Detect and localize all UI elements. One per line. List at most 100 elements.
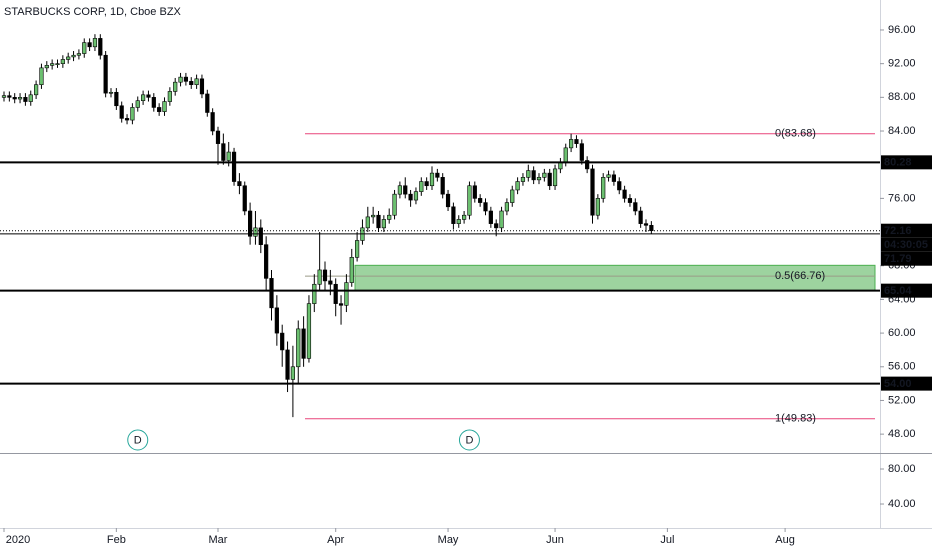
candle-body xyxy=(199,78,205,95)
candle-body xyxy=(285,349,290,380)
candle-body xyxy=(638,210,643,224)
candle-body xyxy=(413,191,419,201)
candle-body xyxy=(44,65,49,69)
candle-body xyxy=(71,54,76,58)
candle-body xyxy=(87,42,92,48)
candle-body xyxy=(494,223,499,229)
candle-body xyxy=(215,130,221,144)
candle-body xyxy=(392,193,397,216)
candle-body xyxy=(92,38,98,48)
candle-body xyxy=(1,95,7,98)
candle-body xyxy=(371,214,376,218)
level-label: 65.04 xyxy=(884,285,912,297)
candle-body xyxy=(28,94,33,102)
candle-body xyxy=(563,147,568,163)
candle-body xyxy=(269,278,274,309)
candle-body xyxy=(461,214,467,220)
candle-body xyxy=(119,105,124,119)
candle-body xyxy=(205,93,210,113)
candle-body xyxy=(301,328,306,359)
y-tick-label: 52.00 xyxy=(888,394,916,406)
candle-body xyxy=(66,56,71,60)
event-label: D xyxy=(465,434,473,446)
candle-body xyxy=(440,177,445,195)
y-tick-label: 96.00 xyxy=(888,24,916,36)
fib-label: 1(49.83) xyxy=(775,413,816,425)
candle-body xyxy=(531,170,536,181)
candle-body xyxy=(237,181,242,187)
candle-body xyxy=(483,202,488,212)
candle-body xyxy=(108,91,114,94)
candle-body xyxy=(178,76,183,83)
candle-body xyxy=(403,185,408,195)
candle-body xyxy=(157,107,162,112)
candle-body xyxy=(141,94,146,102)
candle-body xyxy=(226,151,231,161)
candle-body xyxy=(173,81,178,92)
candle-body xyxy=(167,91,172,102)
candle-body xyxy=(397,185,403,195)
candle-body xyxy=(349,257,354,283)
event-marker xyxy=(127,429,149,451)
x-tick-label: Jun xyxy=(546,534,564,546)
candle-body xyxy=(595,198,600,216)
level-label-box xyxy=(881,251,932,266)
candle-body xyxy=(504,202,510,212)
event-marker xyxy=(458,429,480,451)
candle-body xyxy=(322,269,328,282)
candle-body xyxy=(488,210,493,224)
candle-body xyxy=(151,97,156,108)
candle-body xyxy=(39,67,44,86)
candle-body xyxy=(354,240,360,258)
candle-body xyxy=(601,177,606,199)
candle-body xyxy=(387,214,392,220)
candle-body xyxy=(274,307,279,334)
zone xyxy=(354,264,876,292)
candle-body xyxy=(7,95,12,98)
candle-body xyxy=(162,101,167,112)
candle-body xyxy=(124,118,130,121)
y-tick-label: 92.00 xyxy=(888,58,916,70)
candle-body xyxy=(526,170,531,178)
y-tick-label: 56.00 xyxy=(888,361,916,373)
event-label: D xyxy=(134,434,142,446)
candle-body xyxy=(17,97,23,100)
candle-body xyxy=(82,42,87,54)
candle-body xyxy=(231,151,237,182)
candle-body xyxy=(579,143,584,161)
candle-body xyxy=(547,172,552,187)
level-label-box xyxy=(881,223,932,238)
candle-body xyxy=(611,174,616,182)
candle-body xyxy=(50,63,55,66)
candle-body xyxy=(445,193,451,208)
level-label: 80.28 xyxy=(884,157,912,169)
candle-body xyxy=(264,244,269,279)
candle-body xyxy=(114,91,119,107)
y2-tick-label: 40.00 xyxy=(888,498,916,510)
candle-body xyxy=(451,206,456,224)
candle-body xyxy=(643,223,649,226)
countdown-label: 04:30:05 xyxy=(884,239,928,251)
candle-body xyxy=(183,76,189,82)
candle-body xyxy=(12,97,17,100)
candle-body xyxy=(76,53,81,56)
candle-body xyxy=(622,189,627,199)
chart-title: STARBUCKS CORP, 1D, Cboe BZX xyxy=(4,6,182,18)
candle-body xyxy=(467,185,472,216)
candle-body xyxy=(585,160,590,170)
candle-body xyxy=(472,185,477,199)
candle-body xyxy=(23,97,28,102)
candle-body xyxy=(146,94,151,98)
candle-body xyxy=(574,139,579,144)
candle-body xyxy=(98,38,103,56)
candle-body xyxy=(312,283,317,304)
candle-body xyxy=(194,78,199,86)
candle-body xyxy=(135,100,140,108)
fib-label: 0.5(66.76) xyxy=(775,270,825,282)
x-tick-label: Mar xyxy=(209,534,228,546)
candle-body xyxy=(221,143,226,161)
candle-body xyxy=(510,189,515,203)
level-label: 54.00 xyxy=(884,378,912,390)
candle-body xyxy=(381,219,386,229)
